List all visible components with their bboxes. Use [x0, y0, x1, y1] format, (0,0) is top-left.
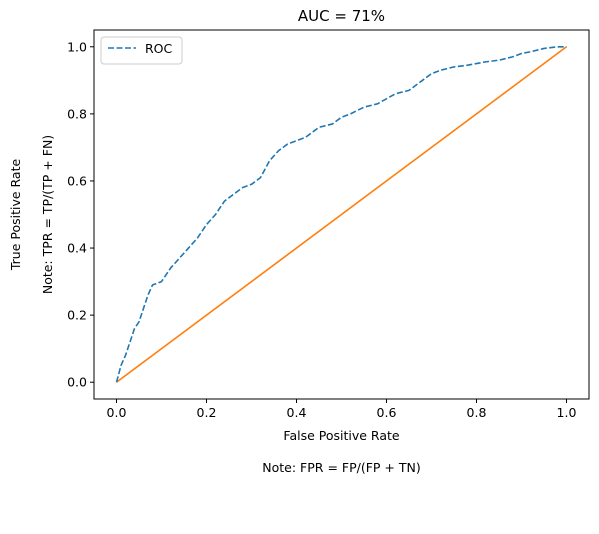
y-tick-label: 0.0 [67, 375, 87, 390]
y-tick-label: 0.6 [67, 173, 87, 188]
x-axis-ticks: 0.0 0.2 0.4 0.6 0.8 1.0 [107, 399, 577, 420]
y-tick-label: 1.0 [67, 39, 87, 54]
x-tick-label: 0.4 [287, 405, 307, 420]
x-tick-label: 0.8 [467, 405, 487, 420]
x-tick-label: 1.0 [557, 405, 577, 420]
y-tick-label: 0.8 [67, 106, 87, 121]
legend: ROC [100, 36, 183, 65]
y-axis-label: True Positive Rate [8, 159, 23, 272]
x-tick-label: 0.6 [377, 405, 397, 420]
x-axis-note: Note: FPR = FP/(FP + TN) [262, 460, 420, 475]
roc-curve-line [115, 45, 567, 383]
chart-title: AUC = 71% [298, 7, 385, 25]
y-tick-label: 0.2 [67, 308, 87, 323]
axes-frame [93, 29, 590, 400]
series-layer [115, 45, 567, 383]
y-tick-label: 0.4 [67, 241, 87, 256]
plot-area [93, 29, 590, 400]
legend-box [100, 36, 183, 65]
chance-diagonal-line [116, 46, 567, 383]
x-axis-label: False Positive Rate [283, 428, 399, 443]
legend-roc-label: ROC [145, 41, 173, 56]
x-tick-label: 0.0 [107, 405, 127, 420]
y-axis-ticks: 0.0 0.2 0.4 0.6 0.8 1.0 [67, 39, 94, 390]
y-axis-note: Note: TPR = TP/(TP + FN) [40, 135, 55, 294]
x-tick-label: 0.2 [197, 405, 217, 420]
